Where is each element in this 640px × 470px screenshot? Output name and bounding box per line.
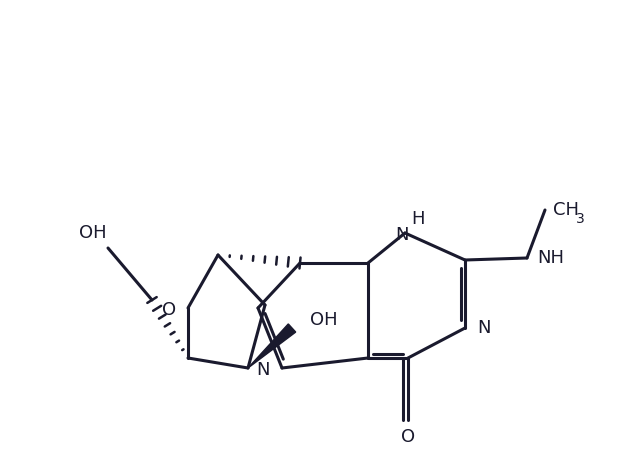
Text: N: N bbox=[396, 226, 409, 244]
Text: CH: CH bbox=[553, 201, 579, 219]
Text: OH: OH bbox=[79, 224, 107, 242]
Text: 3: 3 bbox=[576, 212, 585, 226]
Text: NH: NH bbox=[537, 249, 564, 267]
Text: N: N bbox=[257, 361, 270, 379]
Polygon shape bbox=[248, 324, 296, 368]
Text: O: O bbox=[401, 428, 415, 446]
Text: N: N bbox=[477, 319, 490, 337]
Text: O: O bbox=[162, 301, 176, 319]
Text: OH: OH bbox=[310, 311, 338, 329]
Text: H: H bbox=[412, 210, 425, 228]
